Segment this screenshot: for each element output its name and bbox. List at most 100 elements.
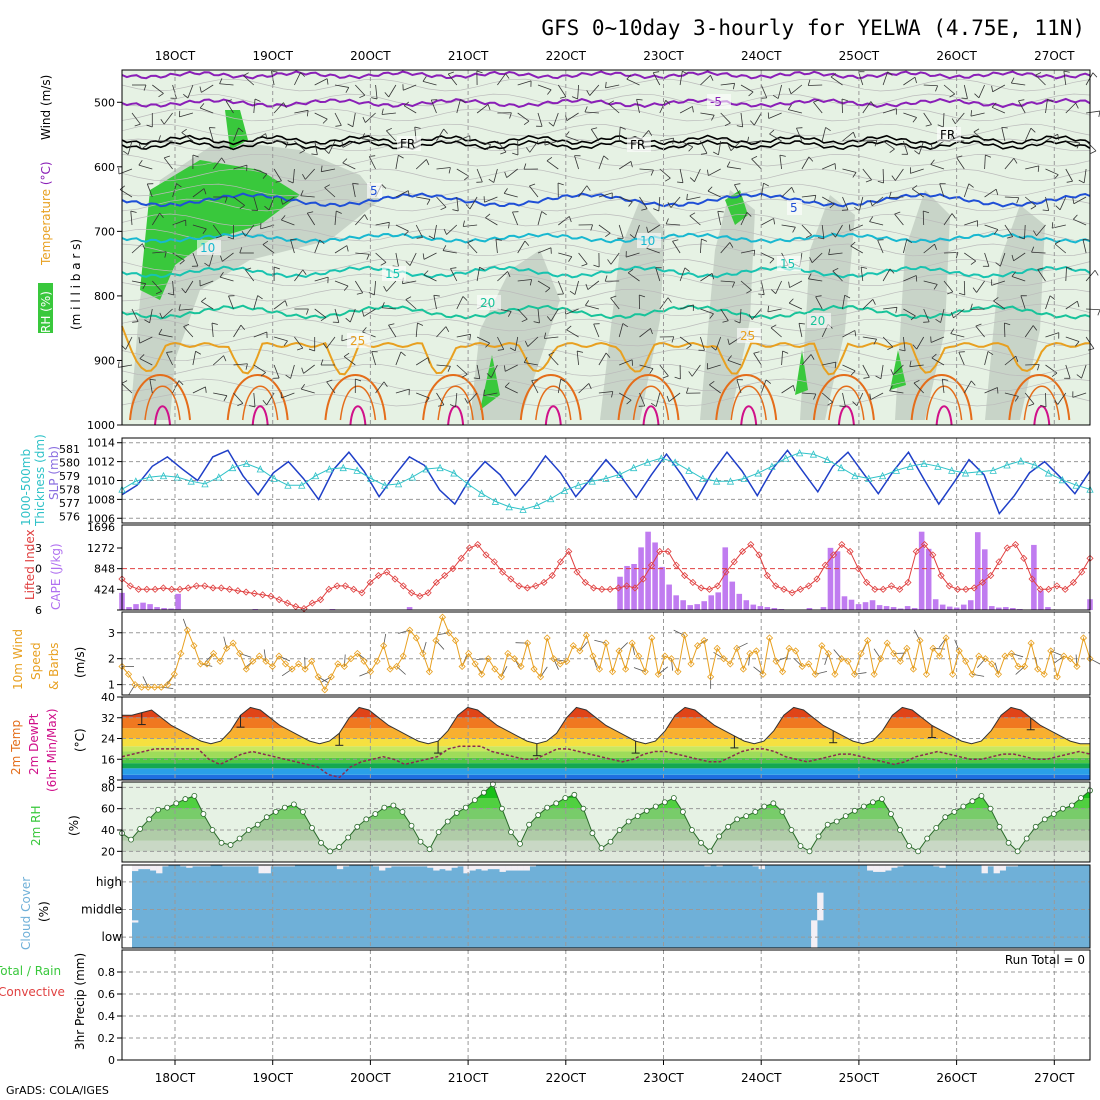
wind-barb-flag [447,366,451,372]
temp-band [122,763,1090,769]
cape-bar [757,606,764,610]
wind-barb [455,392,458,407]
y-tick-label: 700 [94,225,115,238]
wind-barb-flag [844,294,851,299]
cape-bar [406,607,413,610]
wind-marker [968,670,976,678]
wind-barb [303,364,315,374]
wind-marker [170,670,178,678]
wind-barb-flag [223,395,228,402]
wind-barb-10m [824,653,829,666]
wind-barb-flag [653,208,659,212]
cloud-bar-high [204,865,211,867]
wind-barb-flag [968,183,974,188]
cloud-bar-high [517,865,524,871]
wind-barb [253,133,266,142]
wind-marker [262,657,270,665]
cloud-bar-high [469,865,476,871]
li-marker [523,584,531,592]
wind-barb-flag [1078,179,1085,184]
wind-barb-flag [548,351,555,356]
li-marker [474,540,482,549]
wind-barb [456,99,461,114]
wind-barb-flag [302,269,307,276]
wind-marker [301,665,309,673]
wind-marker [497,673,505,681]
wind-barb-flag [324,184,331,188]
isotherm-30-inner [730,385,767,421]
wind-barb-flag [343,285,349,291]
wind-barb-flag [672,138,674,145]
wind-barb [634,224,640,239]
wind-barb [1065,168,1073,182]
li-marker [772,582,780,590]
thickness-marker [975,467,984,476]
wind-marker [576,647,584,655]
wind-barb [652,72,661,86]
wind-marker [694,642,702,650]
wind-marker [249,657,257,665]
wind-barb-flag [423,270,429,276]
wind-barb [422,80,437,86]
wind-barb-10m [437,632,450,636]
wind-barb-flag [368,292,375,296]
wind-barb-flag [1090,150,1097,154]
wind-barb [187,84,194,99]
li-marker [515,582,523,590]
wind-barb [978,84,985,98]
wind-barb-flag [307,211,314,214]
wind-barb [842,392,846,407]
wind-barb [290,364,295,379]
wind-barb-flag [509,347,516,352]
wind-marker [805,660,813,668]
rh-marker [499,805,505,812]
wind-barb [942,112,945,128]
wind-barb [689,215,701,226]
wind-barb [537,112,543,127]
wind-barb-flag [414,126,421,129]
rh-contour [121,153,1091,167]
wind-marker [360,657,368,665]
wind-barb-flag [281,215,286,221]
cape-bar [1003,607,1009,610]
wind-barb-flag [734,320,741,324]
wind-barb [403,84,417,91]
wind-barb-10m [972,673,985,677]
li-marker [1061,585,1069,593]
rh-marker [571,791,578,798]
wind-barb [497,73,506,86]
wind-barb [618,161,632,170]
wind-marker [890,649,898,658]
wind-barb [381,307,396,310]
wind-barb [409,252,417,266]
li-marker [838,540,846,549]
wind-barb-flag [285,142,289,148]
wind-barb-flag [183,323,190,327]
wind-barb-flag [139,354,145,359]
rh-marker [833,818,840,825]
wind-barb-flag [607,259,612,265]
wind-barb-flag [121,380,128,384]
wind-barb [233,127,239,142]
wind-barb-flag [834,362,837,369]
wind-barb [201,84,214,93]
wind-marker [144,683,152,691]
contour-label-bg [637,233,661,248]
rh-marker [535,812,542,818]
wind-barb [769,133,782,142]
wind-marker [929,644,937,652]
wind-barb [386,130,397,142]
wind-barb-flag [906,239,913,244]
wind-barb-flag [483,389,485,396]
cape-bar [953,607,960,610]
wind-barb-flag [677,181,684,184]
wind-barb-flag [935,318,941,323]
wind-barb [999,252,1006,267]
cloud-bar-high [451,865,458,868]
rh-marker [1005,839,1012,846]
wind-barb [219,276,234,282]
wind-marker [922,670,931,678]
wind-barb-flag [308,348,315,352]
wind-barb [1018,100,1026,114]
wind-barb-flag [877,180,884,184]
